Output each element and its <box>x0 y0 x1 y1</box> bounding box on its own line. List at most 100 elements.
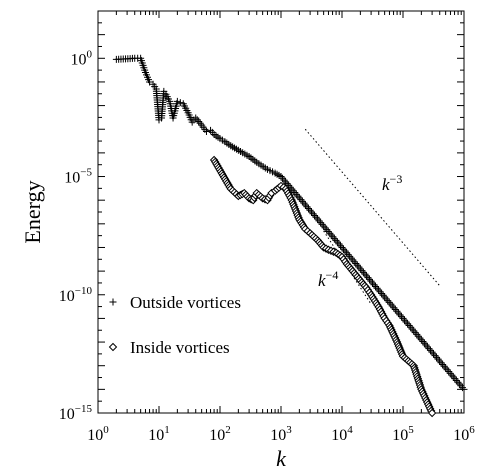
outside-vortices-point <box>457 382 465 390</box>
outside-vortices-point <box>417 336 425 344</box>
outside-vortices-point <box>385 298 393 306</box>
outside-vortices-point <box>202 128 210 136</box>
outside-vortices-point <box>373 284 381 292</box>
outside-vortices-point <box>428 348 436 356</box>
y-tick-base: 10 <box>59 406 75 423</box>
outside-vortices-point <box>442 364 450 372</box>
x-tick-label: 102 <box>209 424 231 444</box>
y-tick-exponent: 0 <box>87 48 93 60</box>
outside-vortices-point <box>338 243 346 251</box>
outside-vortices-point <box>445 368 453 376</box>
x-tick-base: 10 <box>209 427 225 444</box>
outside-vortices-point <box>399 314 407 322</box>
outside-vortices-point <box>396 311 404 319</box>
x-tick-base: 10 <box>270 427 286 444</box>
outside-vortices-point <box>379 291 387 299</box>
outside-vortices-point <box>430 350 437 358</box>
outside-vortices-point <box>408 325 416 333</box>
outside-vortices-point <box>294 192 302 200</box>
outside-vortices-point <box>367 277 375 285</box>
y-axis-title: Energy <box>20 180 45 243</box>
outside-vortices-point <box>318 220 326 228</box>
outside-vortices-point <box>352 259 360 267</box>
inside-vortices-point <box>427 408 437 418</box>
k-minus-4-reference-line <box>323 230 372 305</box>
x-axis-title: k <box>276 446 287 471</box>
outside-vortices-point <box>451 375 459 383</box>
outside-vortices-point <box>449 373 457 381</box>
outside-vortices-point <box>422 341 430 349</box>
outside-vortices-point <box>329 233 337 241</box>
outside-vortices-point <box>370 281 378 289</box>
outside-vortices-point <box>416 334 424 342</box>
y-tick-label: 10−10 <box>59 285 93 305</box>
outside-vortices-point <box>333 238 341 246</box>
outside-vortices-point <box>402 318 410 326</box>
outside-vortices-point <box>423 343 431 351</box>
k-minus-3-reference-line <box>304 128 441 287</box>
x-tick-exponent: 1 <box>164 424 170 436</box>
x-tick-exponent: 6 <box>469 424 475 436</box>
outside-vortices-point <box>291 189 299 197</box>
outside-vortices-point <box>173 97 181 105</box>
outside-vortices-point <box>347 254 355 262</box>
outside-vortices-point <box>335 240 343 248</box>
outside-vortices-point <box>323 226 331 234</box>
outside-vortices-point <box>393 307 401 315</box>
outside-vortices-point <box>353 261 361 269</box>
outside-vortices-point <box>311 212 319 220</box>
outside-vortices-point <box>295 194 303 202</box>
outside-vortices-point <box>369 279 376 287</box>
outside-vortices-point <box>297 196 305 204</box>
y-tick-exponent: −10 <box>75 285 93 297</box>
outside-vortices-point <box>397 313 405 321</box>
outside-vortices-point <box>372 282 380 290</box>
x-tick-exponent: 4 <box>347 424 353 436</box>
outside-vortices-point <box>361 270 369 278</box>
outside-vortices-point <box>343 249 351 257</box>
outside-vortices-point <box>404 320 412 328</box>
outside-vortices-point <box>378 290 386 298</box>
k-minus-3-label: k−3 <box>382 172 402 194</box>
x-tick-label: 106 <box>453 424 475 444</box>
y-tick-base: 10 <box>71 51 87 68</box>
outside-vortices-point <box>460 385 468 393</box>
outside-vortices-point <box>308 208 315 216</box>
outside-vortices-point <box>431 352 439 360</box>
legend-label-outside: Outside vortices <box>130 293 241 312</box>
outside-vortices-point <box>455 380 463 388</box>
outside-vortices-point <box>410 327 418 335</box>
x-tick-base: 10 <box>148 427 164 444</box>
outside-vortices-point <box>146 78 154 86</box>
x-tick-label: 104 <box>331 424 353 444</box>
outside-vortices-point <box>420 339 428 347</box>
outside-vortices-point <box>320 222 328 230</box>
outside-vortices-point <box>324 227 332 235</box>
outside-vortices-point <box>280 176 288 184</box>
outside-vortices-point <box>336 242 344 250</box>
x-tick-exponent: 3 <box>286 424 292 436</box>
outside-vortices-point <box>309 210 317 218</box>
x-tick-exponent: 2 <box>225 424 231 436</box>
x-tick-base: 10 <box>87 427 103 444</box>
y-tick-exponent: −15 <box>75 403 93 415</box>
legend-label-inside: Inside vortices <box>130 338 230 357</box>
outside-vortices-point <box>439 360 447 368</box>
legend: Outside vortices Inside vortices <box>108 293 241 357</box>
outside-vortices-point <box>304 204 312 212</box>
legend-plus-marker <box>109 298 117 306</box>
outside-vortices-point <box>419 338 427 346</box>
outside-vortices-point <box>321 224 329 232</box>
outside-vortices-point <box>391 306 399 314</box>
outside-vortices-point <box>340 245 348 253</box>
x-tick-base: 10 <box>392 427 408 444</box>
outside-vortices-point <box>387 300 395 308</box>
outside-vortices-point <box>301 201 309 209</box>
outside-vortices-point <box>411 329 419 337</box>
outside-vortices-point <box>446 369 454 377</box>
outside-vortices-point <box>300 199 308 207</box>
x-tick-label: 100 <box>87 424 109 444</box>
outside-vortices-point <box>346 252 354 260</box>
